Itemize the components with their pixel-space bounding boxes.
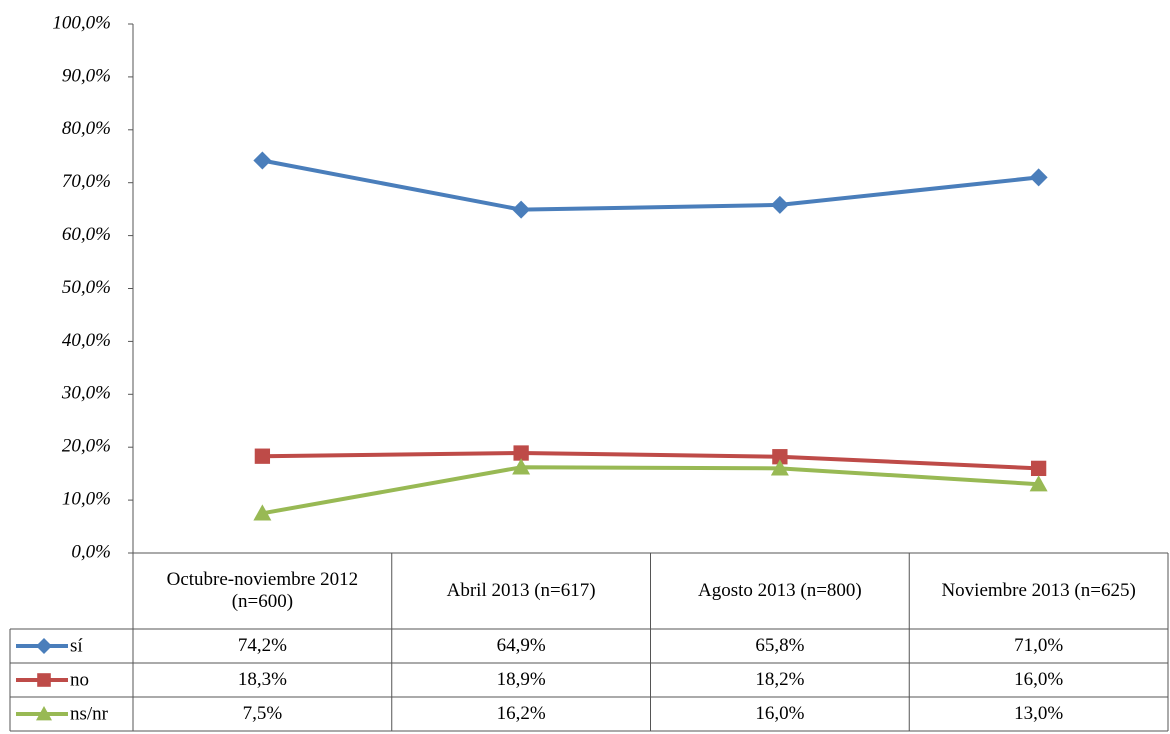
series-line bbox=[262, 158, 1039, 212]
legend-marker bbox=[37, 673, 51, 687]
table-value: 71,0% bbox=[1014, 635, 1064, 656]
marker bbox=[513, 445, 529, 461]
marker bbox=[1029, 168, 1048, 187]
y-tick-label: 20,0% bbox=[62, 436, 111, 457]
y-tick-label: 100,0% bbox=[52, 12, 111, 33]
legend-label: no bbox=[70, 669, 89, 690]
table-value: 7,5% bbox=[242, 703, 283, 724]
y-tick-label: 50,0% bbox=[62, 277, 111, 298]
y-tick-label: 10,0% bbox=[62, 488, 111, 509]
marker bbox=[1029, 475, 1048, 492]
table-value: 18,2% bbox=[755, 669, 805, 690]
category-header: Octubre-noviembre 2012 (n=600) bbox=[166, 569, 359, 612]
table-value: 16,2% bbox=[496, 703, 546, 724]
series-line bbox=[262, 465, 1039, 516]
y-tick-label: 0,0% bbox=[71, 541, 111, 562]
y-tick-label: 60,0% bbox=[62, 224, 111, 245]
y-tick-label: 70,0% bbox=[62, 171, 111, 192]
category-header: Agosto 2013 (n=800) bbox=[697, 580, 862, 601]
marker bbox=[1030, 460, 1047, 477]
y-tick-label: 40,0% bbox=[62, 330, 111, 351]
marker bbox=[254, 448, 271, 464]
category-header: Noviembre 2013 (n=625) bbox=[941, 580, 1136, 601]
marker bbox=[253, 151, 272, 170]
table-value: 16,0% bbox=[755, 703, 805, 724]
legend-label: sí bbox=[70, 635, 83, 656]
y-tick-label: 30,0% bbox=[61, 383, 111, 404]
marker bbox=[512, 200, 531, 219]
y-tick-label: 80,0% bbox=[62, 118, 111, 139]
table-value: 18,9% bbox=[496, 669, 546, 690]
table-value: 74,2% bbox=[237, 635, 287, 656]
legend-marker bbox=[36, 638, 52, 654]
table-value: 65,8% bbox=[755, 635, 805, 656]
legend-label: ns/nr bbox=[70, 703, 109, 724]
marker bbox=[770, 195, 789, 214]
marker bbox=[772, 449, 788, 465]
y-tick-label: 90,0% bbox=[62, 65, 111, 86]
marker bbox=[770, 459, 789, 476]
marker bbox=[253, 504, 272, 521]
table-value: 18,3% bbox=[237, 669, 287, 690]
table-value: 13,0% bbox=[1014, 703, 1064, 724]
category-header: Abril 2013 (n=617) bbox=[446, 580, 596, 601]
series-line bbox=[262, 451, 1039, 471]
table-value: 64,9% bbox=[496, 635, 546, 656]
marker bbox=[512, 458, 531, 475]
table-value: 16,0% bbox=[1014, 669, 1064, 690]
legend-marker bbox=[36, 706, 52, 721]
